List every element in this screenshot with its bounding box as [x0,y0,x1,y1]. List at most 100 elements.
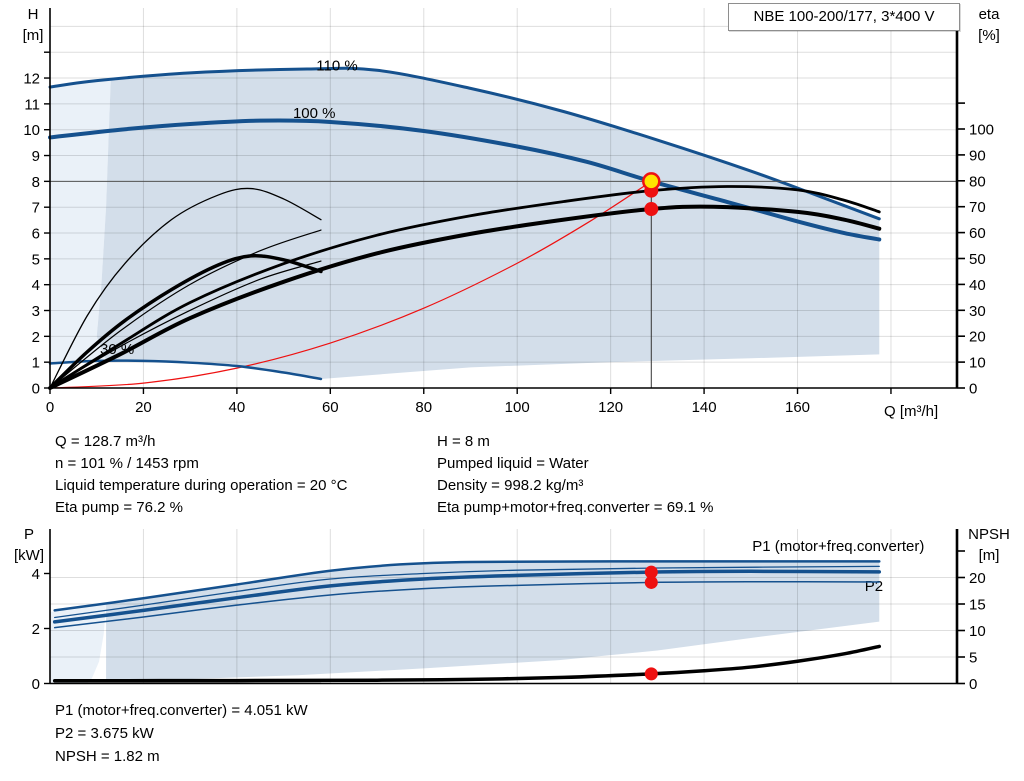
series-eta-total-30 [48,253,323,390]
svg-text:5: 5 [32,251,40,268]
p2-value: P2 = 3.675 kW [55,725,154,742]
series-npsh-curve [52,644,882,683]
annotation-label-p1: P1 (motor+freq.converter) [752,538,924,555]
area-power-envelope-main [106,561,880,683]
series-eta-pump-30 [49,187,322,389]
svg-text:3: 3 [32,303,40,320]
npsh-axis-label: NPSH [968,526,1010,543]
svg-text:60: 60 [322,399,339,416]
series-curve-30-percent [48,359,323,381]
p-axis-unit: [kW] [14,547,44,564]
svg-text:90: 90 [969,147,986,164]
svg-text:2: 2 [32,621,40,638]
marker-eta-total-duty-dot [644,202,659,217]
svg-text:0: 0 [969,381,977,398]
h-axis-label: H [27,6,39,23]
main-axes [44,8,965,394]
svg-text:20: 20 [969,329,986,346]
svg-text:100: 100 [969,122,994,139]
marker-p1-duty-dot [644,565,658,579]
area-envelope-pale [50,80,111,364]
svg-text:40: 40 [969,277,986,294]
svg-text:10: 10 [969,623,986,640]
svg-text:100: 100 [505,399,530,416]
svg-text:0: 0 [969,676,977,693]
series-system-curve [49,180,652,389]
svg-text:20: 20 [969,570,986,587]
svg-text:4: 4 [32,277,40,294]
p1-value: P1 (motor+freq.converter) = 4.051 kW [55,702,308,719]
duty-speed-value: n = 101 % / 1453 rpm [55,455,199,472]
series-p2-curve [53,580,881,629]
svg-text:7: 7 [32,200,40,217]
series-eta-fan-a [49,229,322,389]
marker-p2-duty-dot [644,575,658,589]
svg-text:0: 0 [46,399,54,416]
svg-text:20: 20 [135,399,152,416]
svg-text:30: 30 [969,303,986,320]
svg-text:4: 4 [32,566,40,583]
liquid-temperature: Liquid temperature during operation = 20… [55,477,348,494]
area-envelope-main [96,68,880,379]
svg-text:15: 15 [969,597,986,614]
series-curve-110-percent [48,66,881,221]
density-value: Density = 998.2 kg/m³ [437,477,584,494]
eta-pump-value: Eta pump = 76.2 % [55,499,183,516]
svg-text:10: 10 [969,355,986,372]
svg-text:120: 120 [598,399,623,416]
duty-info-left-column: Q = 128.7 m³/h n = 101 % / 1453 rpm Liqu… [55,431,347,519]
pump-title-box: NBE 100-200/177, 3*400 V [728,3,960,31]
eta-axis-label: eta [978,6,1000,23]
svg-text:6: 6 [32,226,40,243]
lower-gridlines [50,529,957,684]
svg-text:140: 140 [692,399,717,416]
p-axis-label: P [23,526,34,543]
series-curve-100-percent [48,118,882,242]
svg-text:80: 80 [969,173,986,190]
duty-info-right-column: H = 8 m Pumped liquid = Water Density = … [437,431,713,519]
main-chart-area: 110 %100 %30 %0 20 40 60 80 100 120 140 16001234… [23,8,994,416]
marker-duty-point [642,172,661,191]
svg-text:9: 9 [32,148,40,165]
pumped-liquid: Pumped liquid = Water [437,455,589,472]
annotation-label-110-percent: 110 % [316,57,357,74]
marker-npsh-duty-dot [644,667,658,681]
h-axis-unit: [m] [22,27,44,44]
annotation-label-100-percent: 100 % [293,105,336,122]
svg-text:8: 8 [32,174,40,191]
annotation-label-p2: P2 [865,578,883,595]
eta-total-value: Eta pump+motor+freq.converter = 69.1 % [437,499,714,516]
svg-text:80: 80 [415,399,432,416]
svg-text:10: 10 [23,122,40,139]
npsh-value: NPSH = 1.82 m [55,748,160,765]
series-p1-curve [52,569,882,624]
lower-axes [44,529,965,685]
q-axis-label: Q [m³/h] [884,403,939,420]
svg-text:12: 12 [23,71,40,88]
lower-tick-labels: 0 2 4 0 5 10 15 20 [32,566,986,693]
duty-q-value: Q = 128.7 m³/h [55,433,156,450]
svg-text:0: 0 [32,381,40,398]
series-power-envelope-top-edge [53,560,881,612]
svg-text:1: 1 [32,355,40,372]
svg-text:0: 0 [32,676,40,693]
svg-text:5: 5 [969,650,977,667]
series-eta-pump-101 [48,185,881,390]
area-power-envelope-pale [50,604,107,684]
main-tick-labels: 0 20 40 60 80 100 120 140 1600123456789101112010… [23,71,994,416]
series-p1-110-curve [54,565,880,619]
svg-text:40: 40 [229,399,246,416]
power-info-block: P1 (motor+freq.converter) = 4.051 kW P2 … [55,699,308,768]
svg-text:11: 11 [24,96,40,113]
duty-h-value: H = 8 m [437,433,490,450]
svg-text:160: 160 [785,399,810,416]
lower-chart-area: P1 (motor+freq.converter) P2 0 2 4 0 5 10 15 20 [32,529,986,693]
svg-text:70: 70 [969,199,986,216]
eta-axis-unit: [%] [978,27,1000,44]
svg-text:50: 50 [969,251,986,268]
series-eta-total-101 [48,204,882,390]
svg-text:2: 2 [32,329,40,346]
npsh-axis-unit: [m] [978,547,1000,564]
